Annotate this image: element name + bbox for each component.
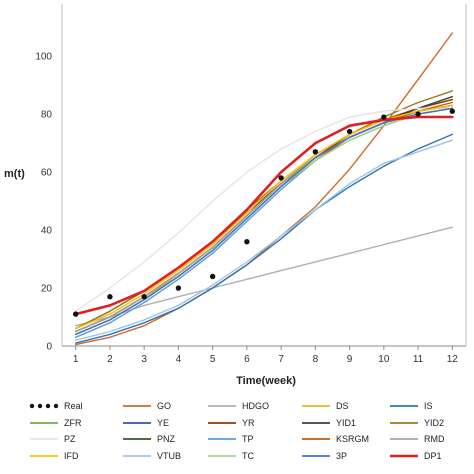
legend-label: YID1	[336, 418, 356, 428]
series-is-line	[74, 133, 453, 344]
legend-item-real: Real	[29, 401, 83, 411]
y-axis-label: m(t)	[4, 168, 25, 180]
y-tick-label-3: 60	[41, 168, 53, 179]
real-point-3	[141, 294, 147, 300]
real-point-12	[449, 108, 456, 114]
legend-item-pnz: PNZ	[123, 434, 176, 444]
x-tick-label-3: 4	[176, 354, 182, 365]
series-hdgo-line	[74, 226, 453, 327]
legend-label: PZ	[64, 434, 76, 444]
legend-label: TC	[242, 451, 254, 461]
legend-marker-dot	[45, 403, 51, 409]
real-point-1	[72, 311, 79, 317]
x-tick-label-6: 7	[278, 354, 284, 365]
real-point-5	[209, 273, 216, 280]
real-point-8	[312, 149, 319, 155]
x-tick-label-9: 10	[378, 354, 390, 365]
y-tick-label-4: 80	[41, 110, 53, 121]
legend-marker-dot	[53, 403, 59, 409]
real-point-4	[175, 285, 182, 291]
legend-item-yid2: YID2	[390, 418, 444, 428]
legend-label: Real	[64, 401, 83, 411]
legend-label: IFD	[64, 451, 79, 461]
x-tick-label-2: 3	[141, 354, 147, 365]
legend-item-ye: YE	[123, 418, 169, 428]
legend-label: KSRGM	[336, 434, 369, 444]
series-pz-line	[74, 107, 453, 312]
legend-item-yid1: YID1	[302, 418, 356, 428]
legend-label: IS	[424, 401, 433, 411]
legend-label: YID2	[424, 418, 444, 428]
legend-item-is: IS	[390, 401, 433, 411]
legend-item-hdgo: HDGO	[208, 401, 269, 411]
legend-item-zfr: ZFR	[30, 418, 82, 428]
series-dp1-line	[74, 115, 454, 316]
legend-marker-dot	[37, 403, 43, 409]
real-point-10	[381, 114, 387, 120]
series-yid1-line	[74, 95, 453, 330]
legend-label: GO	[157, 401, 171, 411]
y-tick-label-5: 100	[35, 52, 52, 63]
legend-item-ds: DS	[302, 401, 349, 411]
legend-item-ksrgm: KSRGM	[302, 434, 369, 444]
series-tp-line	[74, 107, 453, 338]
legend-item-yr: YR	[208, 418, 255, 428]
legend-label: DS	[336, 401, 349, 411]
legend-item-dp1: DP1	[390, 451, 442, 461]
legend-label: PNZ	[157, 434, 176, 444]
y-tick-label-0: 0	[46, 342, 52, 353]
series-vtub-line	[74, 139, 453, 341]
legend-item-tc: TC	[208, 451, 254, 461]
series-3p-line	[74, 107, 453, 336]
x-tick-label-8: 9	[347, 354, 353, 365]
series-ds-line	[74, 98, 453, 336]
legend: Real GO HDGO DS IS ZFR YE YR YID1 YID2 PZ PNZ TP KSRG…	[29, 401, 445, 461]
legend-label: TP	[242, 434, 254, 444]
series-ye-line	[74, 104, 453, 336]
real-point-9	[346, 128, 353, 135]
legend-label: RMD	[424, 434, 445, 444]
legend-item-pz: PZ	[30, 434, 76, 444]
legend-label: ZFR	[64, 418, 82, 428]
x-axis-label: Time(week)	[236, 375, 296, 387]
legend-item-go: GO	[123, 401, 171, 411]
legend-label: VTUB	[157, 451, 181, 461]
real-point-6	[244, 238, 250, 245]
x-tick-label-7: 8	[313, 354, 319, 365]
legend-label: YE	[157, 418, 169, 428]
x-tick-label-1: 2	[107, 354, 113, 365]
x-tick-label-5: 6	[244, 354, 250, 365]
legend-label: DP1	[424, 451, 442, 461]
x-tick-label-0: 1	[73, 354, 79, 365]
x-tick-label-11: 12	[447, 354, 459, 365]
legend-item-3p: 3P	[302, 451, 347, 461]
y-tick-label-2: 40	[41, 226, 53, 237]
x-tick-label-10: 11	[413, 354, 424, 365]
x-tick-label-4: 5	[210, 354, 216, 365]
legend-marker-dot	[29, 403, 35, 409]
real-point-11	[415, 111, 421, 117]
legend-item-ifd: IFD	[30, 451, 79, 461]
series-ksrgm-line	[74, 101, 453, 336]
series-layer	[72, 32, 456, 346]
legend-label: HDGO	[242, 401, 269, 411]
legend-item-rmd: RMD	[390, 434, 445, 444]
real-point-7	[278, 175, 284, 181]
y-tick-label-1: 20	[41, 284, 53, 295]
series-real-points	[72, 108, 456, 317]
real-point-2	[107, 294, 113, 300]
legend-label: YR	[242, 418, 255, 428]
legend-item-vtub: VTUB	[123, 451, 181, 461]
legend-label: 3P	[336, 451, 347, 461]
legend-item-tp: TP	[208, 434, 254, 444]
series-yid2-line	[74, 90, 453, 330]
